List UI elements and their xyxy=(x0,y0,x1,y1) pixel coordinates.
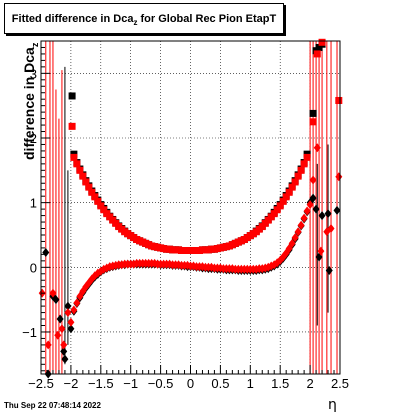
data-point-square xyxy=(68,122,76,130)
data-point-diamond xyxy=(70,305,78,315)
title-main: Fitted difference in Dca xyxy=(11,13,134,25)
data-point-diamond xyxy=(64,301,72,311)
data-point-diamond xyxy=(56,314,64,324)
data-point-diamond xyxy=(64,308,72,318)
grid-layer xyxy=(40,41,341,374)
data-point-diamond xyxy=(309,175,317,185)
data-point-square xyxy=(288,183,296,191)
data-point-square xyxy=(70,153,78,161)
x-tick-label: 0.5 xyxy=(211,376,229,391)
data-point-diamond xyxy=(52,295,60,305)
x-tick-label: −2 xyxy=(63,376,78,391)
data-point-diamond xyxy=(297,220,305,230)
data-point-square xyxy=(300,160,308,168)
data-point-square xyxy=(94,197,102,205)
markers-layer xyxy=(38,38,343,379)
data-point-square xyxy=(335,96,343,104)
data-point-square xyxy=(79,172,87,180)
y-axis-label-subscript: z xyxy=(30,42,40,48)
data-point-diamond xyxy=(54,330,62,340)
data-point-square xyxy=(85,183,93,191)
data-point-diamond xyxy=(312,204,320,214)
y-tick-label: −1 xyxy=(22,325,37,340)
data-point-diamond xyxy=(300,213,308,223)
date-stamp: Thu Sep 22 07:48:14 2022 xyxy=(4,401,101,410)
y-tick-label: 3 xyxy=(30,66,37,81)
data-point-diamond xyxy=(61,354,69,364)
y-tick-label: 0 xyxy=(30,260,37,275)
data-point-diamond xyxy=(67,317,75,327)
x-tick-label: 1 xyxy=(247,376,254,391)
data-point-diamond xyxy=(49,288,57,298)
data-point-square xyxy=(73,160,81,168)
x-tick-label: 2 xyxy=(306,376,313,391)
error-bars-layer xyxy=(45,41,338,374)
data-point-diamond xyxy=(73,298,81,308)
data-point-diamond xyxy=(303,206,311,216)
data-point-square xyxy=(309,109,317,117)
data-point-diamond xyxy=(279,252,287,262)
data-point-square xyxy=(285,188,293,196)
data-point-square xyxy=(76,166,84,174)
data-point-diamond xyxy=(315,252,323,262)
x-tick-label: −1.5 xyxy=(88,376,114,391)
y-tick-label: 2 xyxy=(30,131,37,146)
data-point-square xyxy=(91,193,99,201)
x-tick-label: −1 xyxy=(123,376,138,391)
data-point-diamond xyxy=(60,346,68,356)
data-point-diamond xyxy=(60,340,68,350)
data-point-diamond xyxy=(333,205,341,215)
data-point-square xyxy=(88,188,96,196)
data-point-diamond xyxy=(306,200,314,210)
data-point-diamond xyxy=(335,172,343,182)
x-tick-label: −0.5 xyxy=(148,376,174,391)
title-suffix: for Global Rec Pion EtapT xyxy=(137,13,277,25)
data-point-diamond xyxy=(67,324,75,334)
data-point-diamond xyxy=(285,244,293,254)
x-tick-label: 0 xyxy=(187,376,194,391)
chart-title: Fitted difference in Dcaz for Global Rec… xyxy=(4,3,284,34)
data-point-square xyxy=(270,210,278,218)
data-point-diamond xyxy=(325,266,333,276)
data-point-diamond xyxy=(309,193,317,203)
data-point-square xyxy=(279,197,287,205)
data-point-diamond xyxy=(294,227,302,237)
y-axis-label: difference in Dcaz xyxy=(2,40,40,170)
data-point-diamond xyxy=(44,340,52,350)
data-point-diamond xyxy=(76,291,84,301)
data-point-square xyxy=(82,178,90,186)
data-point-square xyxy=(294,172,302,180)
title-subscript: z xyxy=(133,18,138,27)
data-point-square xyxy=(68,92,76,100)
data-point-square xyxy=(276,202,284,210)
data-point-diamond xyxy=(58,324,66,334)
y-tick-label: 1 xyxy=(30,196,37,211)
ticks-layer: −2.5 −2 −1.5 −1 −0.5 0 0.5 1 1.5 2 2.5 −1 0 1 2 3 xyxy=(22,40,349,391)
data-point-diamond xyxy=(324,209,332,219)
data-point-diamond xyxy=(318,211,326,221)
y-axis-label-text: difference in Dca xyxy=(21,47,37,160)
x-tick-label: 2.5 xyxy=(331,376,349,391)
data-point-square xyxy=(313,50,321,58)
data-point-diamond xyxy=(288,238,296,248)
plot-frame xyxy=(40,40,341,375)
data-point-square xyxy=(273,206,281,214)
x-tick-label: −2.5 xyxy=(28,376,54,391)
data-point-square xyxy=(303,153,311,161)
data-point-diamond xyxy=(291,233,299,243)
data-point-square xyxy=(97,202,105,210)
data-point-diamond xyxy=(313,143,321,153)
data-point-square xyxy=(297,166,305,174)
data-point-square xyxy=(318,38,326,46)
data-point-diamond xyxy=(42,247,50,257)
data-point-square xyxy=(309,118,317,126)
data-point-diamond xyxy=(317,246,325,256)
x-axis-label: η xyxy=(328,397,337,413)
data-point-diamond xyxy=(327,224,335,234)
data-point-square xyxy=(100,206,108,214)
data-point-square xyxy=(291,178,299,186)
data-point-square xyxy=(282,193,290,201)
x-tick-label: 1.5 xyxy=(271,376,289,391)
